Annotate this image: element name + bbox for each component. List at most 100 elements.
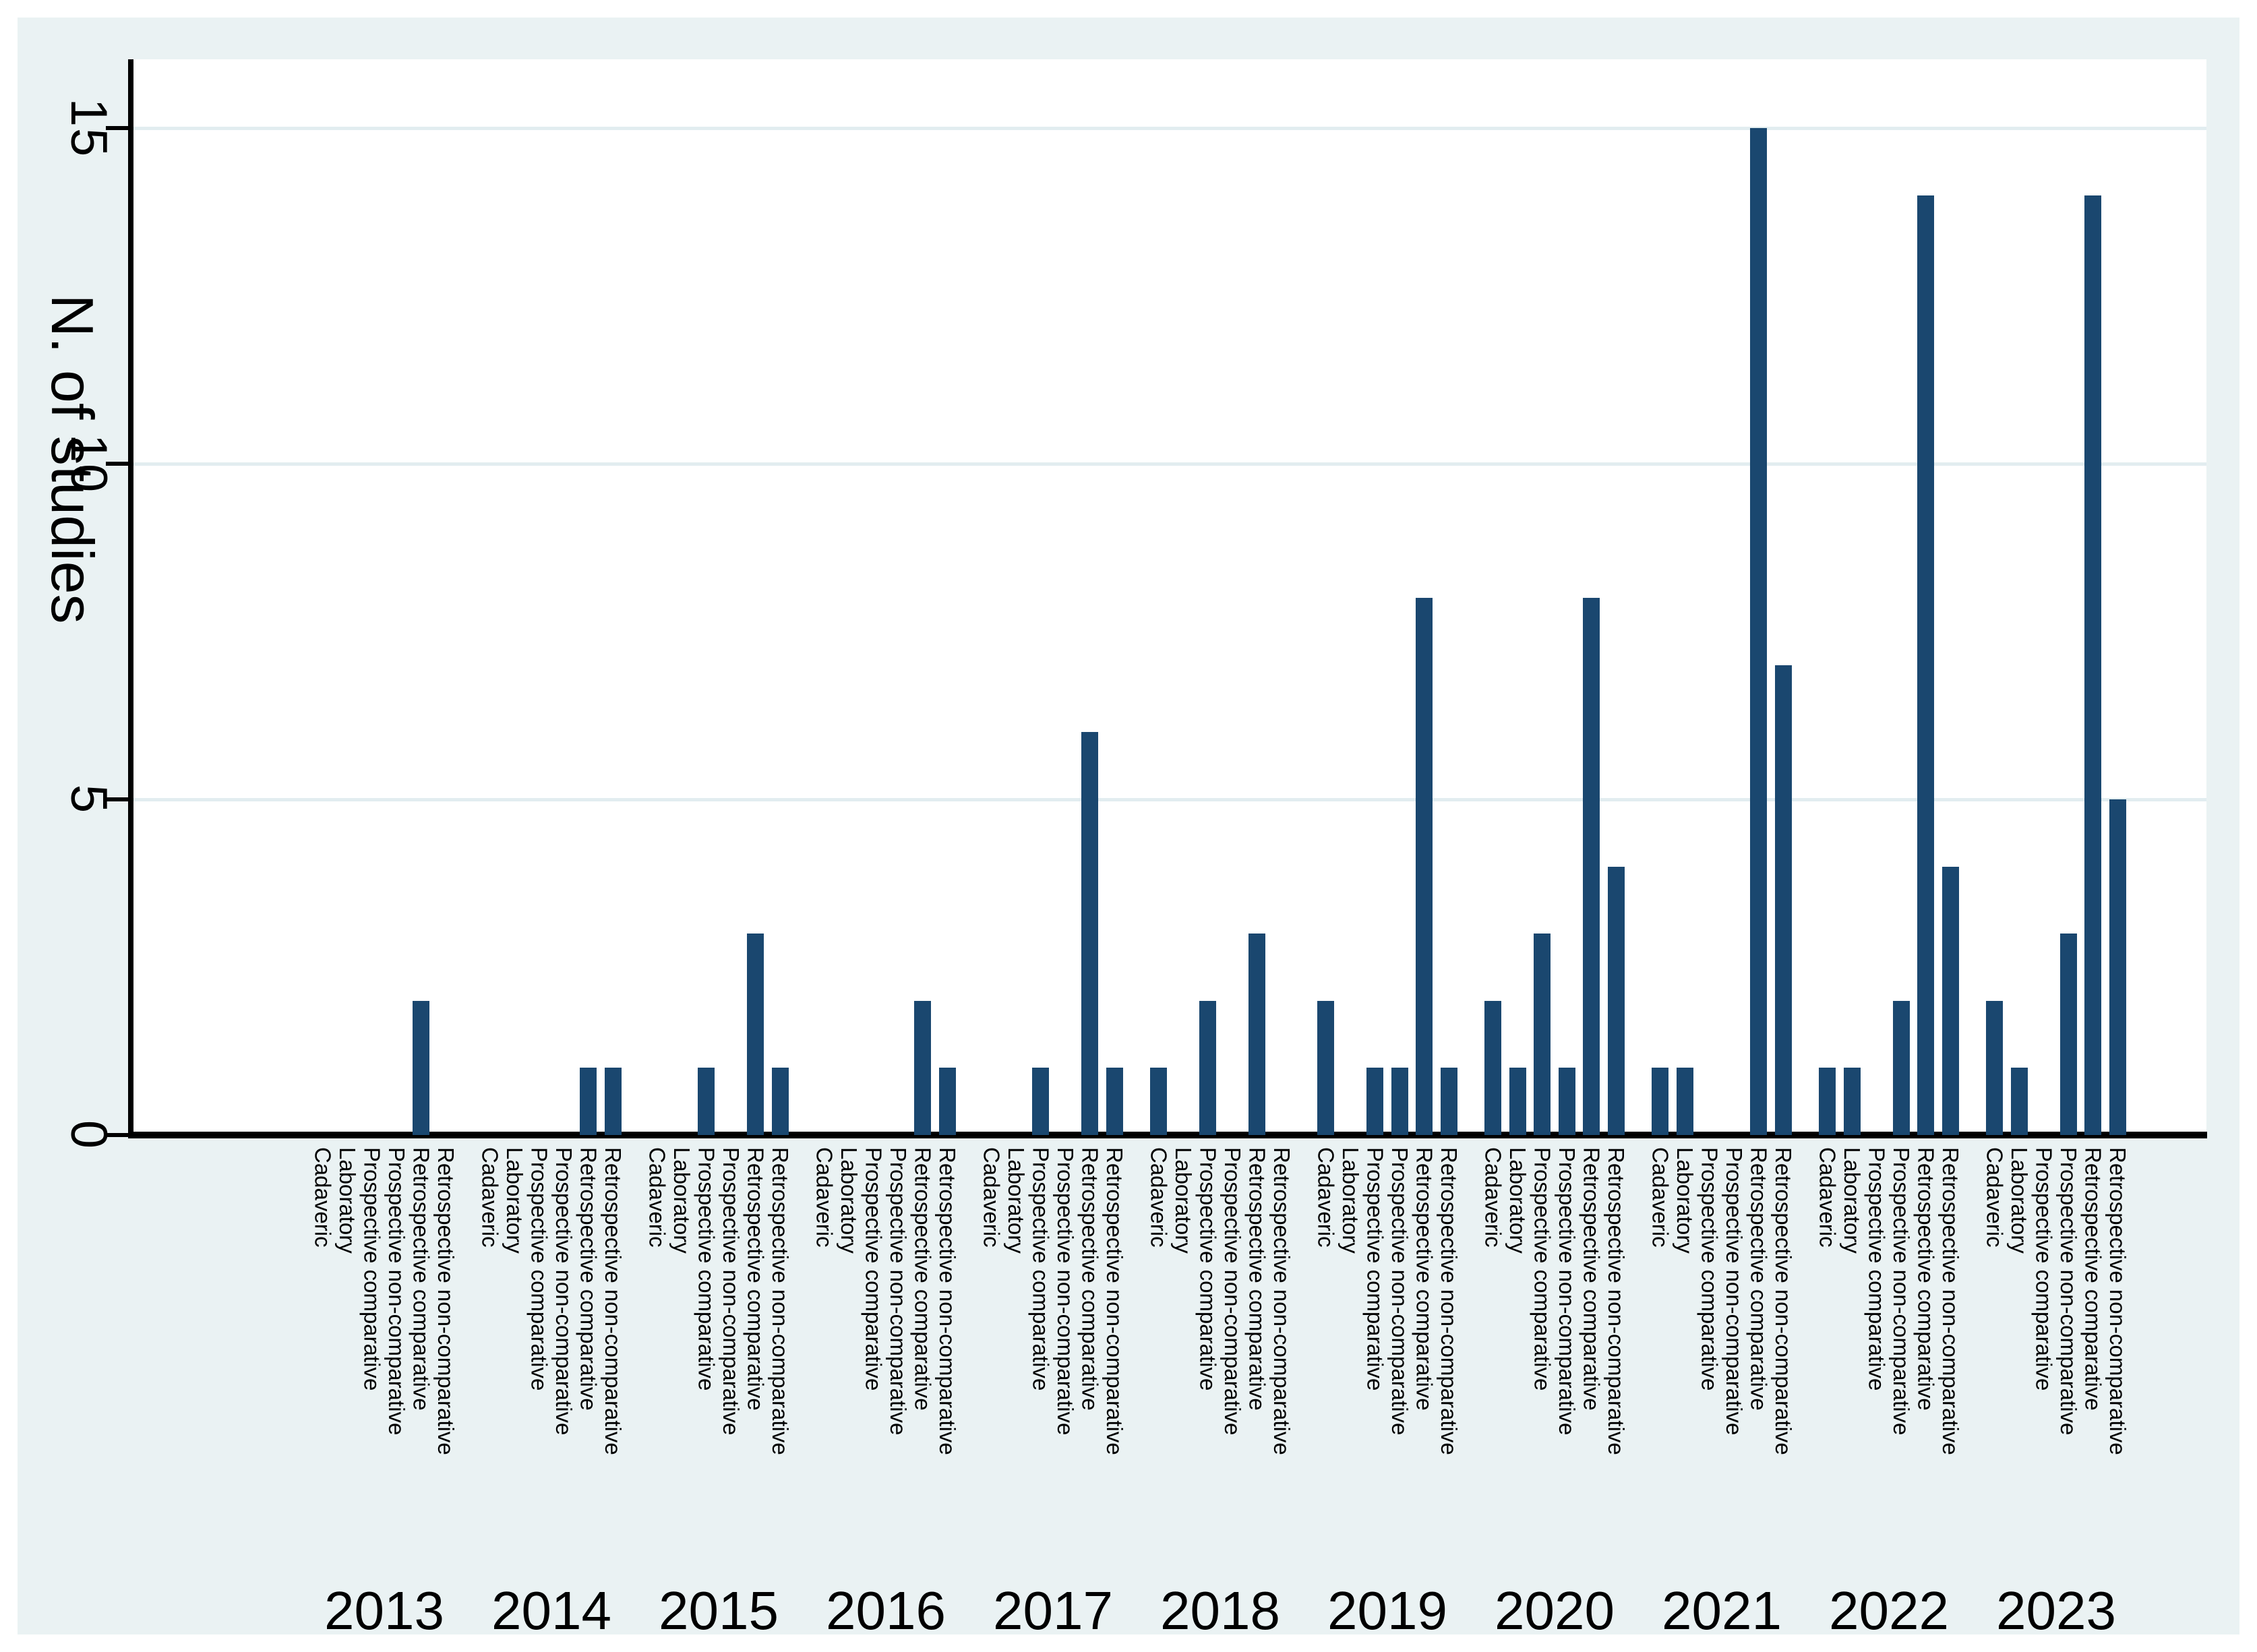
bar-2023-retrospective-non-comparative bbox=[2109, 799, 2126, 1135]
category-label: Retrospective non-comparative bbox=[767, 1147, 793, 1455]
bar-2022-prospective-non-comparative bbox=[1892, 1000, 1910, 1135]
category-label: Laboratory bbox=[1672, 1147, 1697, 1254]
y-tick-label-5: 5 bbox=[60, 784, 117, 815]
bar-2021-retrospective-non-comparative bbox=[1774, 665, 1792, 1135]
category-label: Prospective comparative bbox=[1028, 1147, 1054, 1391]
bar-2023-prospective-non-comparative bbox=[2059, 934, 2077, 1135]
year-label-2021: 2021 bbox=[1662, 1581, 1782, 1641]
gridline-10 bbox=[130, 462, 2206, 466]
category-label: Retrospective comparative bbox=[409, 1147, 434, 1411]
bar-2019-prospective-comparative bbox=[1366, 1068, 1384, 1135]
category-label: Retrospective non-comparative bbox=[433, 1147, 458, 1455]
category-label: Retrospective non-comparative bbox=[1770, 1147, 1796, 1455]
category-label: Retrospective non-comparative bbox=[600, 1147, 626, 1455]
year-label-2014: 2014 bbox=[491, 1581, 611, 1641]
year-label-2019: 2019 bbox=[1327, 1581, 1447, 1641]
bar-2014-retrospective-comparative bbox=[580, 1068, 597, 1135]
category-label: Prospective non-comparative bbox=[2055, 1147, 2081, 1436]
y-axis-title: N. of studies bbox=[39, 294, 106, 624]
category-label: Retrospective comparative bbox=[2080, 1147, 2106, 1411]
year-label-2013: 2013 bbox=[324, 1581, 444, 1641]
category-label: Retrospective non-comparative bbox=[1269, 1147, 1294, 1455]
category-label: Cadaveric bbox=[1982, 1147, 2008, 1248]
category-label: Prospective comparative bbox=[359, 1147, 385, 1391]
category-label: Laboratory bbox=[2006, 1147, 2032, 1254]
category-label: Laboratory bbox=[836, 1147, 862, 1254]
category-label: Retrospective comparative bbox=[1913, 1147, 1939, 1411]
bar-2022-cadaveric bbox=[1819, 1068, 1836, 1135]
category-label: Cadaveric bbox=[644, 1147, 670, 1248]
bar-2016-retrospective-comparative bbox=[914, 1000, 932, 1135]
category-label: Cadaveric bbox=[1648, 1147, 1673, 1248]
bar-2014-retrospective-non-comparative bbox=[604, 1068, 622, 1135]
category-label: Laboratory bbox=[1505, 1147, 1530, 1254]
y-tick-5 bbox=[106, 797, 128, 801]
bar-2023-cadaveric bbox=[1986, 1000, 2004, 1135]
y-axis-line bbox=[128, 59, 133, 1138]
category-label: Cadaveric bbox=[1480, 1147, 1506, 1248]
category-label: Prospective non-comparative bbox=[1554, 1147, 1579, 1436]
category-label: Prospective comparative bbox=[526, 1147, 552, 1391]
chart-canvas: 0 5 10 15 N. of studies Cadaveric Laboratory… bbox=[18, 18, 2239, 1641]
bar-2018-cadaveric bbox=[1150, 1068, 1168, 1135]
category-label: Prospective comparative bbox=[1864, 1147, 1890, 1391]
category-label: Retrospective non-comparative bbox=[2105, 1147, 2130, 1455]
bar-2015-prospective-comparative bbox=[698, 1068, 715, 1135]
category-label: Laboratory bbox=[1170, 1147, 1196, 1254]
category-label: Prospective comparative bbox=[861, 1147, 886, 1391]
category-label: Prospective comparative bbox=[1697, 1147, 1722, 1391]
bar-2020-prospective-comparative bbox=[1534, 934, 1551, 1135]
category-label: Prospective non-comparative bbox=[1220, 1147, 1245, 1436]
bar-2022-laboratory bbox=[1843, 1068, 1861, 1135]
bar-2013-retrospective-comparative bbox=[413, 1000, 430, 1135]
bar-2020-cadaveric bbox=[1484, 1000, 1502, 1135]
bar-2019-prospective-non-comparative bbox=[1391, 1068, 1408, 1135]
bar-2023-laboratory bbox=[2010, 1068, 2028, 1135]
category-label: Retrospective comparative bbox=[1077, 1147, 1103, 1411]
y-tick-label-10: 10 bbox=[60, 433, 117, 494]
y-tick-15 bbox=[106, 126, 128, 130]
category-label: Laboratory bbox=[334, 1147, 360, 1254]
year-label-2015: 2015 bbox=[659, 1581, 779, 1641]
category-label: Retrospective non-comparative bbox=[934, 1147, 960, 1455]
category-label: Laboratory bbox=[669, 1147, 694, 1254]
category-label: Prospective comparative bbox=[694, 1147, 719, 1391]
bar-2021-laboratory bbox=[1676, 1068, 1693, 1135]
category-label: Prospective non-comparative bbox=[1721, 1147, 1747, 1436]
bar-2015-retrospective-comparative bbox=[747, 934, 764, 1135]
bar-2018-prospective-comparative bbox=[1199, 1000, 1217, 1135]
bar-2017-prospective-comparative bbox=[1032, 1068, 1050, 1135]
category-label: Cadaveric bbox=[979, 1147, 1004, 1248]
category-label: Prospective non-comparative bbox=[1888, 1147, 1914, 1436]
category-label: Retrospective non-comparative bbox=[1102, 1147, 1127, 1455]
bar-2020-retrospective-comparative bbox=[1583, 598, 1600, 1135]
plot-area bbox=[130, 59, 2206, 1135]
x-axis-line bbox=[128, 1132, 2207, 1138]
category-label: Prospective non-comparative bbox=[885, 1147, 911, 1436]
category-label: Prospective non-comparative bbox=[1387, 1147, 1412, 1436]
category-label: Prospective comparative bbox=[1195, 1147, 1221, 1391]
y-tick-label-0: 0 bbox=[60, 1120, 117, 1151]
y-tick-10 bbox=[106, 462, 128, 466]
bar-2015-retrospective-non-comparative bbox=[771, 1068, 789, 1135]
category-label: Cadaveric bbox=[812, 1147, 837, 1248]
category-label: Cadaveric bbox=[1313, 1147, 1339, 1248]
bar-2023-retrospective-comparative bbox=[2084, 195, 2102, 1135]
category-label: Retrospective comparative bbox=[910, 1147, 936, 1411]
bar-2022-retrospective-comparative bbox=[1917, 195, 1935, 1135]
bar-2020-prospective-non-comparative bbox=[1558, 1068, 1575, 1135]
category-label: Prospective non-comparative bbox=[551, 1147, 576, 1436]
category-label: Prospective comparative bbox=[1530, 1147, 1555, 1391]
category-label: Retrospective comparative bbox=[576, 1147, 601, 1411]
category-label: Prospective comparative bbox=[1362, 1147, 1388, 1391]
category-label: Cadaveric bbox=[477, 1147, 503, 1248]
year-label-2016: 2016 bbox=[826, 1581, 946, 1641]
category-label: Retrospective non-comparative bbox=[1603, 1147, 1629, 1455]
category-label: Prospective non-comparative bbox=[384, 1147, 409, 1436]
category-label: Retrospective comparative bbox=[1746, 1147, 1772, 1411]
category-label: Retrospective comparative bbox=[1579, 1147, 1604, 1411]
year-label-2020: 2020 bbox=[1495, 1581, 1615, 1641]
bar-2017-retrospective-comparative bbox=[1081, 732, 1099, 1135]
category-label: Cadaveric bbox=[1146, 1147, 1172, 1248]
